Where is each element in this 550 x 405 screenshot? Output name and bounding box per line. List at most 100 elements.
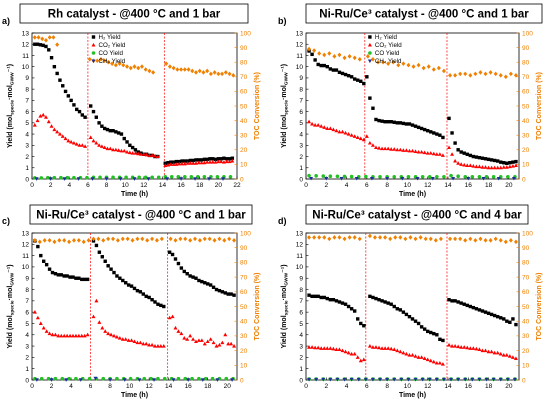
co-point	[72, 175, 76, 180]
toc-point	[347, 54, 352, 59]
h2-point	[383, 300, 387, 304]
toc-point	[222, 238, 227, 243]
co2-point	[483, 165, 488, 169]
h2-point	[150, 298, 154, 302]
co2-point	[230, 158, 235, 163]
y-tick-label: 11	[22, 53, 29, 60]
h2-point	[499, 316, 503, 320]
co-point	[196, 174, 200, 179]
co2-point	[474, 346, 479, 351]
toc-point	[159, 236, 164, 242]
co2-point	[319, 346, 324, 350]
ch4-point	[307, 377, 312, 382]
toc-point	[418, 235, 423, 240]
ch4-point	[466, 176, 471, 181]
co2-point	[47, 331, 52, 336]
ch4-point	[511, 176, 516, 181]
h2-point	[310, 294, 314, 299]
h2-point	[41, 43, 45, 48]
ch4-point	[328, 377, 333, 382]
co2-point	[507, 354, 512, 358]
h2-point	[39, 253, 43, 258]
h2-point	[483, 310, 488, 314]
h2-point	[216, 157, 221, 161]
y-tick-label: 9	[299, 75, 303, 82]
x-tick-label: 12	[424, 182, 432, 189]
toc-point	[413, 236, 418, 242]
h2-point	[77, 109, 82, 114]
co2-point	[462, 345, 467, 349]
y-tick-label: 11	[296, 253, 303, 260]
y-axis-label-part: Yield (mol	[7, 315, 14, 348]
h2-point	[50, 270, 55, 275]
y2-tick-label: 0	[240, 377, 244, 384]
co2-point	[91, 314, 96, 319]
co2-point	[513, 356, 518, 361]
h2-point	[337, 70, 342, 75]
plot-area	[305, 232, 520, 381]
h2-point	[171, 160, 176, 164]
series-ch4	[309, 176, 516, 181]
toc-point	[322, 52, 327, 58]
x-tick-label: 0	[304, 182, 308, 189]
y-tick-label: 13	[22, 230, 30, 237]
co2-point	[437, 152, 442, 156]
h2-point	[183, 159, 187, 163]
co2-point	[80, 143, 85, 147]
toc-point	[317, 235, 322, 240]
toc-point	[438, 236, 443, 242]
co2-point	[389, 147, 394, 151]
co2-point	[310, 121, 315, 126]
co2-point	[170, 314, 175, 319]
y-tick-label: 5	[25, 120, 29, 127]
h2-point	[349, 75, 354, 79]
co2-point	[498, 165, 503, 170]
toc-point	[347, 235, 352, 240]
y-tick-label: 13	[296, 30, 304, 37]
ch4-point	[378, 377, 383, 382]
toc-point	[386, 61, 391, 66]
y2-axis-label: TOC Conversion (%)	[254, 273, 261, 341]
co2-point	[425, 357, 430, 362]
y-tick-label: 7	[299, 98, 303, 105]
toc-point	[513, 73, 518, 78]
toc-point	[43, 38, 48, 43]
co2-point	[337, 347, 342, 351]
h2-point	[386, 120, 390, 124]
y-tick-label: 5	[299, 120, 303, 127]
y-tick-label: 1	[299, 366, 303, 373]
plot-area	[31, 32, 238, 180]
y-tick-label: 0	[25, 176, 29, 183]
ch4-point	[427, 377, 432, 382]
y-tick-label: 9	[25, 75, 29, 82]
legend-marker-h2	[368, 35, 372, 39]
co-point	[46, 175, 50, 180]
x-tick-label: 20	[224, 383, 232, 390]
toc-point	[483, 71, 488, 77]
y-axis-label-part: specie	[10, 300, 16, 315]
co2-point	[310, 345, 315, 349]
co2-point	[437, 360, 442, 365]
toc-point	[91, 236, 96, 242]
toc-point	[468, 73, 473, 78]
toc-point	[498, 73, 503, 78]
ch4-point	[34, 177, 39, 181]
toc-point	[145, 238, 150, 243]
co2-point	[158, 343, 163, 348]
co2-point	[495, 350, 500, 355]
toc-point	[478, 70, 483, 75]
co2-point	[126, 338, 131, 342]
h2-point	[42, 259, 46, 263]
y-axis-label-part: GWW	[10, 72, 16, 85]
ch4-point	[385, 176, 390, 181]
co2-point	[202, 341, 207, 346]
series-ch4	[307, 377, 517, 382]
co2-point	[352, 134, 357, 138]
h2-point	[49, 56, 54, 60]
ch4-point	[470, 377, 475, 382]
h2-point	[194, 276, 198, 280]
y2-tick-label: 20	[522, 147, 530, 154]
panel-letter: b)	[278, 16, 287, 26]
h2-point	[502, 317, 506, 321]
toc-point	[423, 236, 428, 242]
